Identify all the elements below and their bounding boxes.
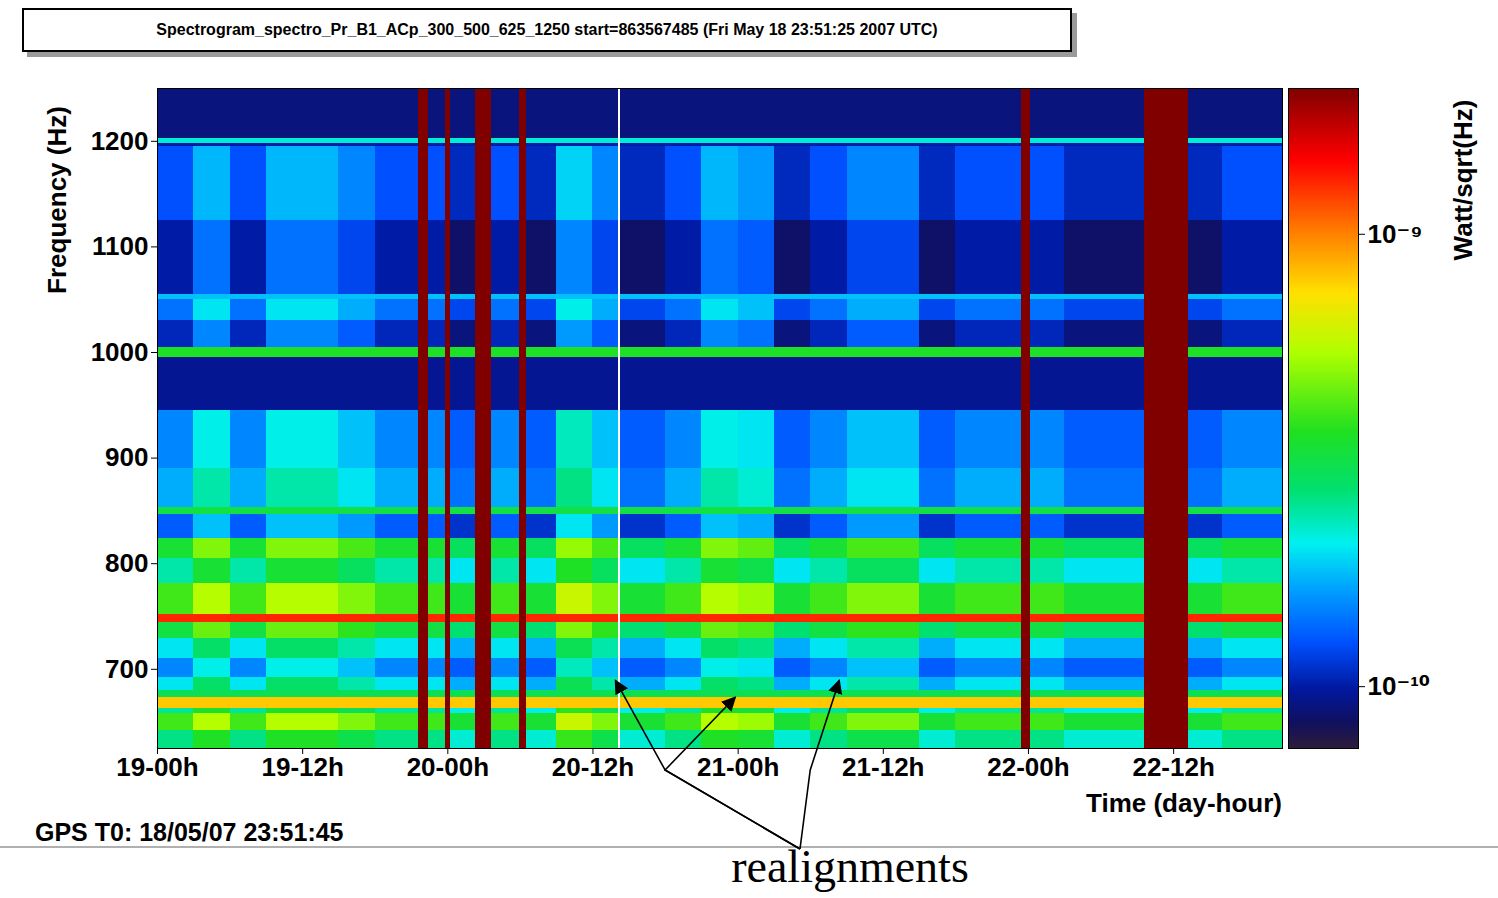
svg-text:1200: 1200	[91, 126, 149, 156]
svg-text:realignments: realignments	[731, 841, 969, 892]
svg-text:19-12h: 19-12h	[261, 752, 343, 782]
svg-text:10⁻⁹: 10⁻⁹	[1368, 219, 1423, 249]
svg-text:Time (day-hour): Time (day-hour)	[1086, 788, 1282, 818]
svg-text:20-00h: 20-00h	[407, 752, 489, 782]
svg-text:700: 700	[105, 654, 148, 684]
svg-text:22-00h: 22-00h	[987, 752, 1069, 782]
html-text:Spectrogram_spectro_Pr_B1_ACp_: Spectrogram_spectro_Pr_B1_ACp_300_500_62…	[156, 21, 938, 38]
svg-text:1000: 1000	[91, 337, 149, 367]
svg-text:1100: 1100	[92, 231, 148, 261]
svg-text:900: 900	[105, 442, 148, 472]
svg-text:21-12h: 21-12h	[842, 752, 924, 782]
svg-text:19-00h: 19-00h	[116, 752, 198, 782]
svg-text:20-12h: 20-12h	[552, 752, 634, 782]
svg-text:22-12h: 22-12h	[1132, 752, 1214, 782]
svg-text:10⁻¹⁰: 10⁻¹⁰	[1368, 671, 1431, 701]
svg-text:Frequency (Hz): Frequency (Hz)	[42, 106, 72, 294]
svg-text:21-00h: 21-00h	[697, 752, 779, 782]
svg-text:Watt/sqrt(Hz): Watt/sqrt(Hz)	[1448, 100, 1478, 261]
svg-text:GPS T0: 18/05/07 23:51:45: GPS T0: 18/05/07 23:51:45	[35, 818, 344, 846]
svg-text:800: 800	[105, 548, 148, 578]
